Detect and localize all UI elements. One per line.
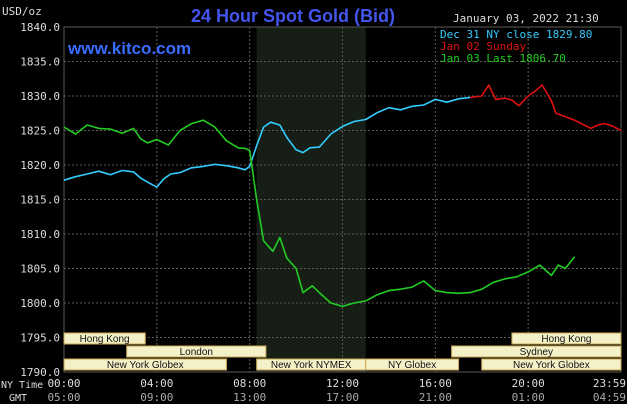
- gmt-label: GMT: [9, 393, 27, 404]
- market-session-box: [365, 358, 460, 371]
- series-layer: [63, 84, 622, 308]
- market-session-label: New York Globex: [513, 360, 590, 371]
- market-session-box: [451, 345, 622, 358]
- website-link[interactable]: www.kitco.com: [67, 39, 191, 58]
- market-session-label: Hong Kong: [80, 334, 130, 345]
- x-tick-label-gmt: 13:00: [233, 391, 266, 404]
- market-session-label: London: [180, 347, 213, 358]
- chart-title: 24 Hour Spot Gold (Bid): [191, 6, 395, 26]
- legend-item-dec31: Dec 31 NY close 1829.80: [440, 28, 592, 41]
- x-tick-label-gmt: 04:59: [593, 391, 626, 404]
- ny-time-label: NY Time: [1, 380, 43, 391]
- x-tick-label-ny: 04:00: [140, 377, 173, 390]
- x-tick-label-ny: 12:00: [326, 377, 359, 390]
- x-tick-label-ny: 23:59: [593, 377, 626, 390]
- y-tick-label: 1810.0: [20, 228, 60, 241]
- market-session-box: [511, 332, 622, 345]
- market-session-label: Hong Kong: [541, 334, 591, 345]
- plot-frame: [63, 26, 622, 373]
- x-tick-label-gmt: 17:00: [326, 391, 359, 404]
- x-tick-label-gmt: 21:00: [419, 391, 452, 404]
- market-session-box: [126, 345, 267, 358]
- y-tick-label: 1830.0: [20, 90, 60, 103]
- legend-item-jan03: Jan 03 Last 1806.70: [440, 52, 566, 65]
- y-tick-label: 1800.0: [20, 297, 60, 310]
- market-session-layer: Hong Kong Hong Kong London Sydney New York G…: [63, 332, 622, 371]
- market-session-box: [63, 358, 227, 371]
- market-session-box: [481, 358, 622, 371]
- x-tick-label-gmt: 01:00: [512, 391, 545, 404]
- market-session-label: New York Globex: [107, 360, 184, 371]
- y-tick-label: 1840.0: [20, 21, 60, 34]
- series-line-1: [470, 84, 622, 132]
- date-time: January 03, 2022 21:30: [453, 12, 599, 25]
- y-tick-label: 1790.0: [20, 366, 60, 379]
- x-tick-label-gmt: 09:00: [140, 391, 173, 404]
- market-session-box: [63, 332, 146, 345]
- market-session-label: New York NYMEX: [271, 360, 352, 371]
- x-tick-label-ny: 08:00: [233, 377, 266, 390]
- y-tick-label: 1825.0: [20, 125, 60, 138]
- y-tick-label: 1795.0: [20, 332, 60, 345]
- x-tick-label-ny: 20:00: [512, 377, 545, 390]
- y-tick-label: 1815.0: [20, 194, 60, 207]
- market-session-label: Sydney: [520, 347, 553, 358]
- nymex-shade-band: [256, 27, 366, 372]
- y-tick-label: 1820.0: [20, 159, 60, 172]
- nymex-session-shade-layer: [256, 27, 366, 372]
- y-tick-label: 1835.0: [20, 56, 60, 69]
- axis-layer: 1840.0 1835.0 1830.0 1825.0 1820.0 1815.0 1810…: [20, 21, 626, 404]
- legend-item-jan02: Jan 02 Sunday: [440, 40, 526, 53]
- legend: Dec 31 NY close 1829.80 Jan 02 Sunday Ja…: [440, 28, 592, 65]
- unit-label: USD/oz: [2, 5, 42, 18]
- x-tick-label-ny: 16:00: [419, 377, 452, 390]
- x-tick-label-gmt: 05:00: [47, 391, 80, 404]
- series-line-2: [63, 119, 576, 308]
- x-tick-label-ny: 00:00: [47, 377, 80, 390]
- y-tick-label: 1805.0: [20, 263, 60, 276]
- series-line-0: [63, 96, 471, 188]
- market-session-label: NY Globex: [388, 360, 436, 371]
